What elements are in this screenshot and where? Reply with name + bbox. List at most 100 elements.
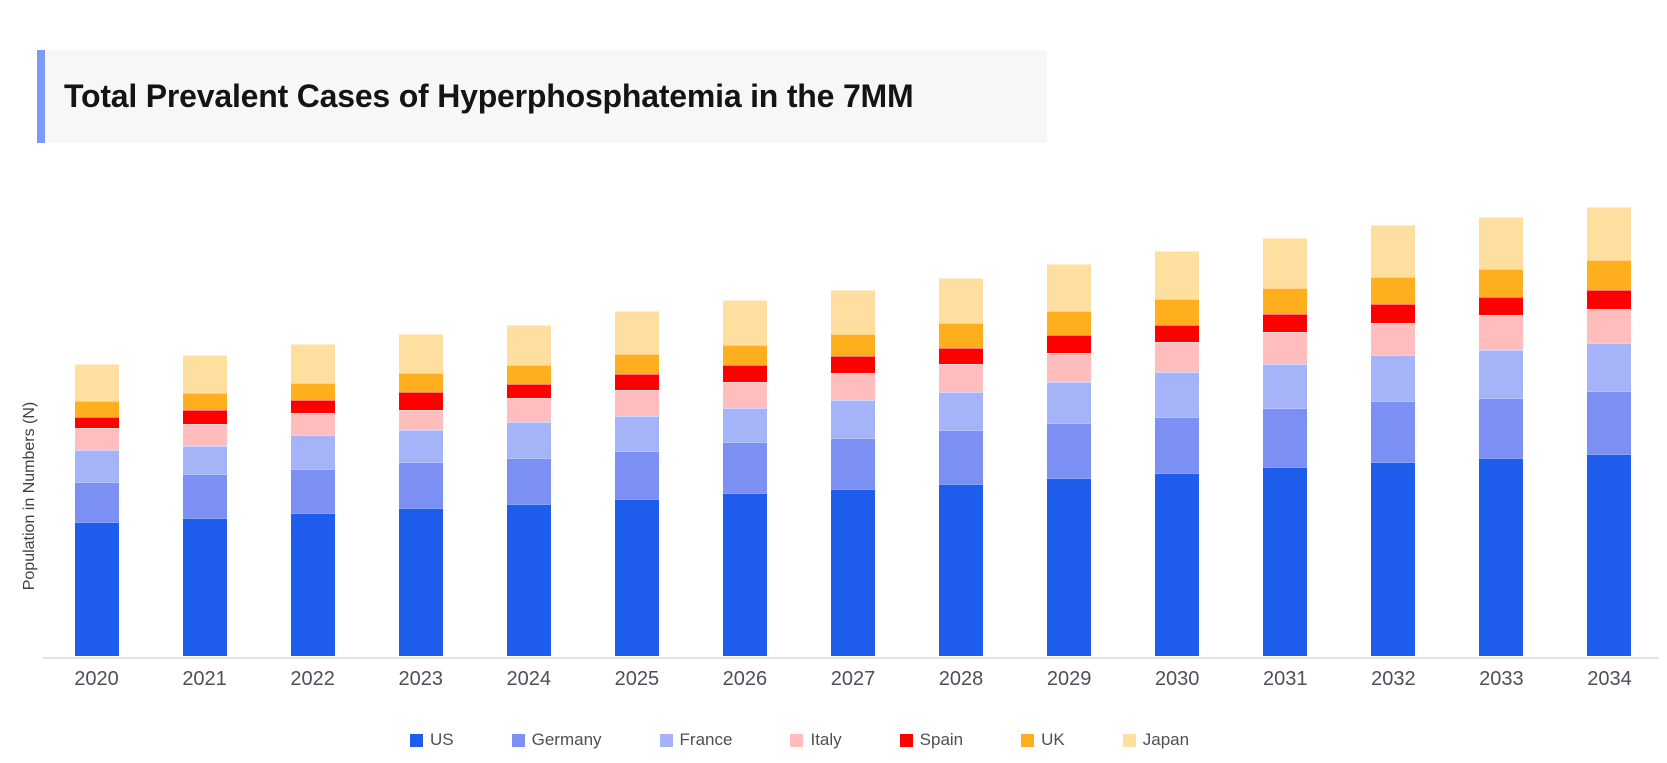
bar-segment-japan-2023[interactable] xyxy=(398,334,443,373)
bar-segment-spain-2024[interactable] xyxy=(506,384,551,398)
bar-segment-germany-2033[interactable] xyxy=(1479,398,1524,458)
bar-segment-germany-2028[interactable] xyxy=(939,430,984,484)
bar-segment-italy-2022[interactable] xyxy=(290,413,335,435)
bar-segment-us-2032[interactable] xyxy=(1371,462,1416,656)
bar-segment-japan-2034[interactable] xyxy=(1587,207,1632,260)
bar-segment-uk-2025[interactable] xyxy=(614,354,659,374)
bar-segment-uk-2024[interactable] xyxy=(506,365,551,384)
bar-segment-italy-2023[interactable] xyxy=(398,410,443,430)
bar-segment-us-2024[interactable] xyxy=(506,504,551,656)
bar-segment-france-2032[interactable] xyxy=(1371,355,1416,401)
bar-segment-uk-2023[interactable] xyxy=(398,373,443,392)
bar-segment-spain-2026[interactable] xyxy=(722,365,767,382)
bar-segment-japan-2024[interactable] xyxy=(506,325,551,365)
bar-segment-japan-2021[interactable] xyxy=(182,355,227,393)
bar-segment-us-2033[interactable] xyxy=(1479,458,1524,656)
bar-2027[interactable] xyxy=(830,290,875,656)
bar-segment-japan-2030[interactable] xyxy=(1155,251,1200,299)
bar-segment-japan-2031[interactable] xyxy=(1263,238,1308,288)
bar-segment-spain-2027[interactable] xyxy=(830,356,875,373)
bar-segment-spain-2034[interactable] xyxy=(1587,290,1632,309)
bar-segment-germany-2026[interactable] xyxy=(722,442,767,493)
bar-segment-germany-2022[interactable] xyxy=(290,469,335,513)
bar-2021[interactable] xyxy=(182,355,227,656)
bar-segment-us-2025[interactable] xyxy=(614,499,659,656)
bar-segment-spain-2033[interactable] xyxy=(1479,297,1524,315)
bar-segment-us-2034[interactable] xyxy=(1587,454,1632,656)
bar-segment-italy-2031[interactable] xyxy=(1263,332,1308,364)
bar-segment-japan-2022[interactable] xyxy=(290,344,335,383)
bar-segment-germany-2029[interactable] xyxy=(1047,423,1092,478)
bar-2032[interactable] xyxy=(1371,225,1416,656)
bar-segment-japan-2033[interactable] xyxy=(1479,217,1524,269)
bar-segment-france-2022[interactable] xyxy=(290,435,335,469)
bar-segment-france-2033[interactable] xyxy=(1479,350,1524,398)
bar-segment-germany-2032[interactable] xyxy=(1371,401,1416,462)
bar-segment-us-2026[interactable] xyxy=(722,493,767,656)
bar-segment-italy-2020[interactable] xyxy=(74,428,119,450)
legend-item-germany[interactable]: Germany xyxy=(511,730,602,750)
legend-item-italy[interactable]: Italy xyxy=(790,730,842,750)
bar-segment-italy-2025[interactable] xyxy=(614,390,659,416)
bar-segment-italy-2033[interactable] xyxy=(1479,315,1524,350)
bar-segment-italy-2021[interactable] xyxy=(182,424,227,446)
bar-segment-spain-2022[interactable] xyxy=(290,400,335,413)
bar-segment-japan-2026[interactable] xyxy=(722,300,767,345)
bar-segment-us-2023[interactable] xyxy=(398,508,443,656)
bar-segment-uk-2032[interactable] xyxy=(1371,277,1416,304)
bar-segment-uk-2033[interactable] xyxy=(1479,269,1524,297)
bar-segment-us-2031[interactable] xyxy=(1263,467,1308,656)
bar-segment-italy-2026[interactable] xyxy=(722,382,767,408)
bar-segment-us-2030[interactable] xyxy=(1155,473,1200,656)
bar-2025[interactable] xyxy=(614,311,659,656)
bar-segment-germany-2030[interactable] xyxy=(1155,417,1200,473)
bar-2020[interactable] xyxy=(74,364,119,656)
bar-segment-france-2020[interactable] xyxy=(74,450,119,482)
bar-segment-spain-2032[interactable] xyxy=(1371,304,1416,323)
bar-segment-uk-2026[interactable] xyxy=(722,345,767,365)
bar-segment-spain-2029[interactable] xyxy=(1047,335,1092,353)
bar-segment-italy-2024[interactable] xyxy=(506,398,551,422)
bar-segment-germany-2024[interactable] xyxy=(506,458,551,504)
bar-segment-italy-2034[interactable] xyxy=(1587,309,1632,343)
bar-segment-italy-2028[interactable] xyxy=(939,364,984,392)
bar-segment-france-2034[interactable] xyxy=(1587,343,1632,391)
bar-2024[interactable] xyxy=(506,325,551,656)
bar-segment-france-2030[interactable] xyxy=(1155,372,1200,417)
bar-segment-germany-2025[interactable] xyxy=(614,451,659,499)
bar-2030[interactable] xyxy=(1155,251,1200,656)
bar-segment-spain-2023[interactable] xyxy=(398,392,443,410)
bar-segment-japan-2028[interactable] xyxy=(939,278,984,323)
bar-segment-japan-2032[interactable] xyxy=(1371,225,1416,277)
bar-segment-uk-2022[interactable] xyxy=(290,383,335,400)
bar-segment-japan-2025[interactable] xyxy=(614,311,659,354)
bar-segment-spain-2028[interactable] xyxy=(939,348,984,364)
bar-2022[interactable] xyxy=(290,344,335,656)
bar-segment-france-2023[interactable] xyxy=(398,430,443,462)
bar-segment-spain-2020[interactable] xyxy=(74,417,119,428)
bar-segment-germany-2034[interactable] xyxy=(1587,391,1632,454)
bar-segment-italy-2032[interactable] xyxy=(1371,323,1416,355)
bar-segment-france-2024[interactable] xyxy=(506,422,551,458)
bar-segment-germany-2031[interactable] xyxy=(1263,408,1308,467)
bar-segment-france-2021[interactable] xyxy=(182,446,227,474)
bar-segment-spain-2021[interactable] xyxy=(182,410,227,424)
bar-segment-france-2026[interactable] xyxy=(722,408,767,442)
bar-2031[interactable] xyxy=(1263,238,1308,656)
bar-segment-us-2021[interactable] xyxy=(182,518,227,656)
bar-segment-germany-2023[interactable] xyxy=(398,462,443,508)
bar-2028[interactable] xyxy=(939,278,984,656)
bar-2034[interactable] xyxy=(1587,207,1632,656)
bar-segment-uk-2028[interactable] xyxy=(939,323,984,348)
bar-segment-uk-2029[interactable] xyxy=(1047,311,1092,335)
bar-segment-us-2020[interactable] xyxy=(74,522,119,656)
bar-segment-france-2028[interactable] xyxy=(939,392,984,430)
bar-segment-us-2027[interactable] xyxy=(830,489,875,656)
bar-2033[interactable] xyxy=(1479,217,1524,656)
bar-segment-italy-2027[interactable] xyxy=(830,373,875,400)
legend-item-spain[interactable]: Spain xyxy=(899,730,963,750)
bar-segment-us-2029[interactable] xyxy=(1047,478,1092,656)
bar-segment-spain-2025[interactable] xyxy=(614,374,659,390)
bar-segment-italy-2029[interactable] xyxy=(1047,353,1092,382)
bar-segment-uk-2020[interactable] xyxy=(74,401,119,417)
